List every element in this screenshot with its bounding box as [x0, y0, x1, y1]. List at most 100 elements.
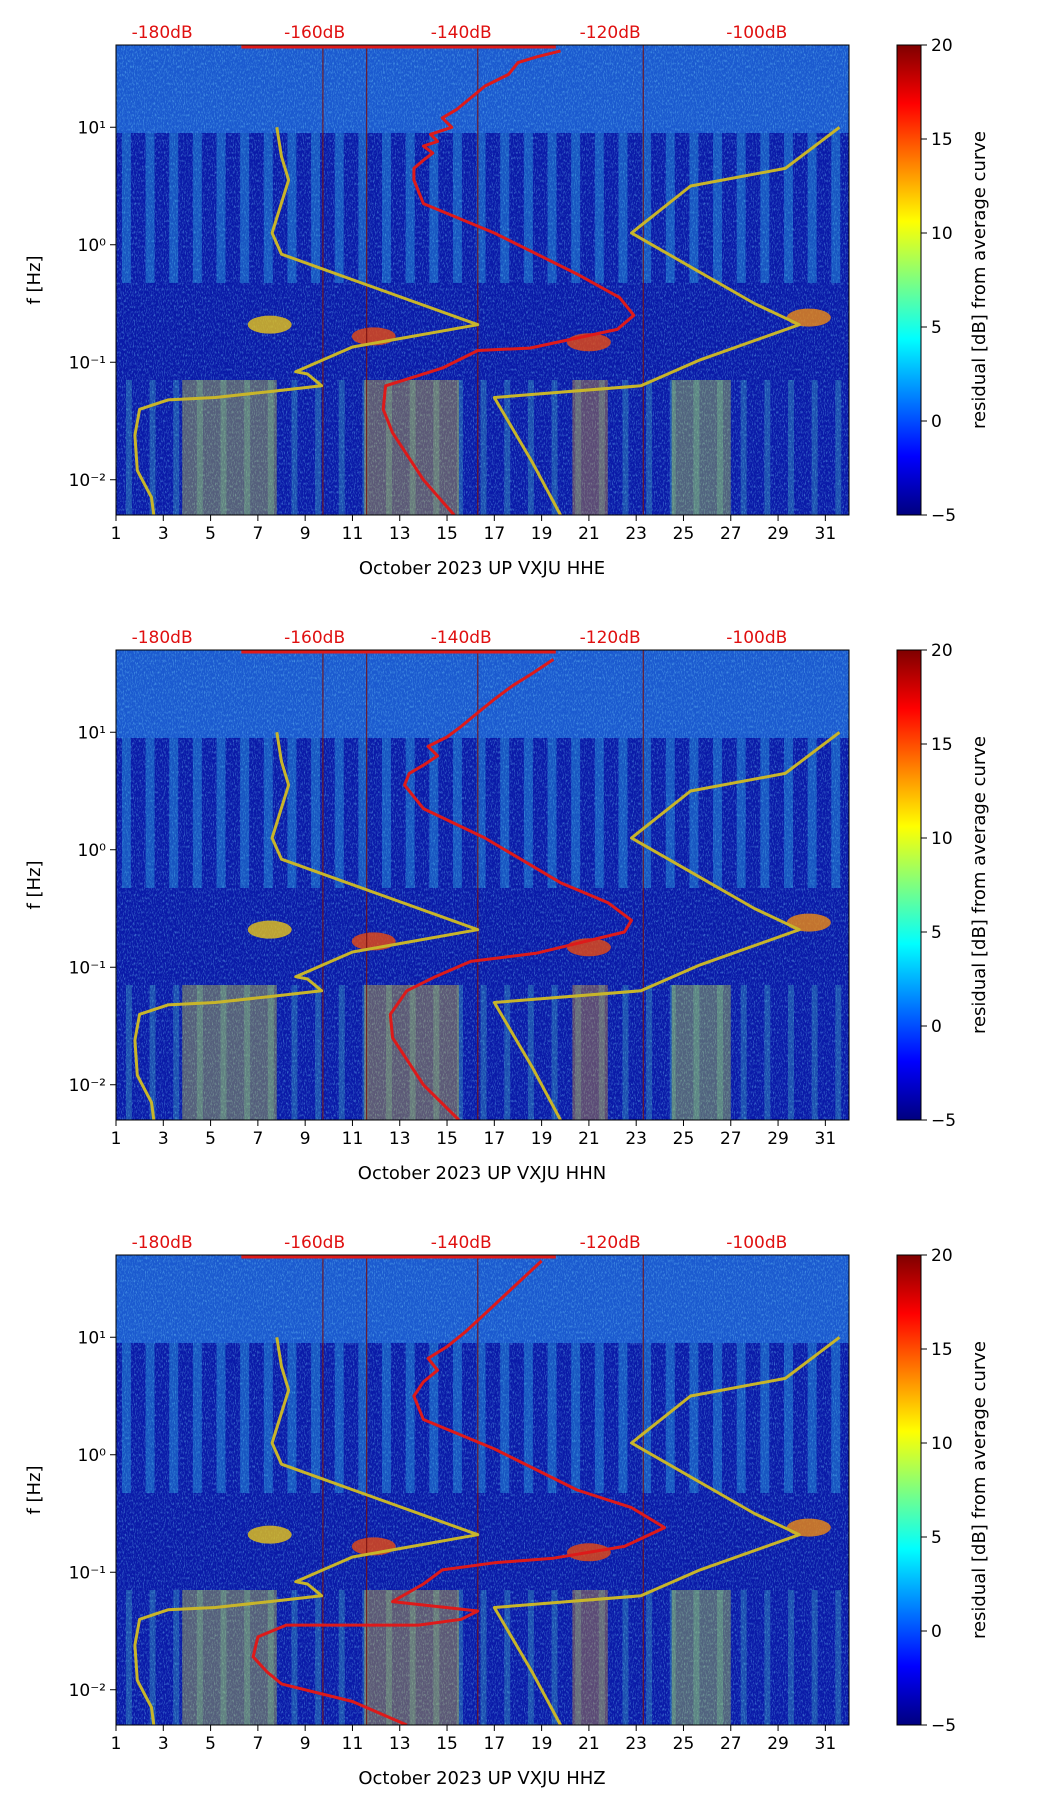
series-line	[133, 1337, 480, 1725]
top-axis-label: -140dB	[431, 23, 492, 43]
x-tick-label: 1	[111, 1734, 122, 1754]
x-tick-label: 29	[767, 1129, 789, 1149]
texture-band	[547, 738, 557, 888]
texture-band	[334, 133, 344, 283]
x-tick-label: 3	[158, 1734, 169, 1754]
texture-band	[523, 133, 533, 283]
x-tick-label: 7	[252, 524, 263, 544]
texture-band	[713, 1343, 723, 1493]
texture-blob	[786, 308, 831, 327]
texture-band	[121, 738, 131, 888]
panel-hhn: 1 3 5 7 9 11 13 15 17 19 21 23 25 27 29 31 10⁻²10⁻¹10⁰1…	[24, 628, 990, 1184]
texture-band	[811, 380, 818, 515]
colorbar-tick-label: 0	[931, 1017, 942, 1037]
x-tick-label: 19	[531, 1734, 553, 1754]
texture-band	[287, 738, 297, 888]
texture-band	[669, 380, 676, 515]
texture-band	[764, 1590, 771, 1725]
y-tick-label: 10⁰	[78, 1446, 107, 1466]
texture-band	[216, 1343, 226, 1493]
texture-band	[642, 1343, 652, 1493]
x-tick-label: 17	[484, 1129, 506, 1149]
texture-band	[500, 738, 510, 888]
texture-band	[267, 985, 274, 1120]
texture-band	[671, 1590, 731, 1725]
panel-hhz: 1 3 5 7 9 11 13 15 17 19 21 23 25 27 29 31 10⁻²10⁻¹10⁰1…	[24, 1233, 990, 1789]
texture-band	[665, 738, 675, 888]
colorbar-tick-label: 20	[931, 641, 953, 661]
texture-band	[500, 1343, 510, 1493]
texture-band	[551, 380, 558, 515]
texture-band	[456, 985, 463, 1120]
colorbar-tick-label: 15	[931, 1340, 953, 1360]
texture-band	[145, 1343, 155, 1493]
texture-band	[523, 1343, 533, 1493]
texture-band	[267, 380, 274, 515]
texture-band	[575, 380, 582, 515]
x-tick-label: 29	[767, 524, 789, 544]
x-tick-label: 13	[389, 1734, 411, 1754]
texture-band	[452, 133, 462, 283]
x-tick-label: 21	[578, 524, 600, 544]
x-tick-label: 11	[342, 1129, 364, 1149]
texture-band	[338, 985, 345, 1120]
texture-band	[807, 1343, 817, 1493]
texture-band	[456, 380, 463, 515]
colorbar-tick-label: 10	[931, 224, 953, 244]
colorbar-tick-label: 5	[931, 1528, 942, 1548]
texture-band	[220, 380, 227, 515]
x-tick-label: 5	[205, 524, 216, 544]
texture-band	[452, 738, 462, 888]
texture-band	[527, 380, 534, 515]
x-tick-label: 25	[673, 1734, 695, 1754]
x-tick-label: 23	[625, 1129, 647, 1149]
colorbar	[896, 649, 922, 1121]
texture-band	[263, 738, 273, 888]
texture-band	[476, 1343, 486, 1493]
texture-band	[429, 1343, 439, 1493]
texture-band	[291, 985, 298, 1120]
texture-band	[807, 133, 817, 283]
texture-band	[740, 1590, 747, 1725]
texture-band	[618, 133, 628, 283]
colorbar-tick-label: 10	[931, 1434, 953, 1454]
texture-band	[717, 985, 724, 1120]
texture-band	[642, 133, 652, 283]
colorbar-tick-label: 10	[931, 829, 953, 849]
x-tick-label: 31	[815, 524, 837, 544]
x-tick-label: 23	[625, 524, 647, 544]
y-tick-label: 10⁻²	[69, 471, 106, 491]
texture-band	[693, 380, 700, 515]
texture-band	[572, 1590, 608, 1725]
texture-band	[291, 1590, 298, 1725]
x-tick-label: 15	[436, 1734, 458, 1754]
colorbar-tick-label: 15	[931, 130, 953, 150]
texture-band	[362, 985, 369, 1120]
colorbar-label: residual [dB] from average curve	[969, 736, 990, 1034]
texture-band	[169, 1343, 179, 1493]
top-axis-label: -160dB	[284, 628, 345, 648]
y-tick-label: 10¹	[78, 723, 106, 743]
x-tick-label: 9	[300, 1129, 311, 1149]
texture-band	[571, 738, 581, 888]
texture-band	[364, 1590, 459, 1725]
texture-blob	[247, 1525, 292, 1544]
x-axis-label: October 2023 UP VXJU HHZ	[358, 1768, 605, 1789]
texture-band	[364, 380, 459, 515]
texture-band	[405, 1343, 415, 1493]
texture-band	[717, 1590, 724, 1725]
texture-band	[382, 1343, 392, 1493]
colorbar-tick-label: −5	[931, 1111, 956, 1131]
x-tick-label: 5	[205, 1129, 216, 1149]
texture-band	[169, 133, 179, 283]
texture-band	[689, 738, 699, 888]
texture-band	[523, 738, 533, 888]
x-tick-label: 5	[205, 1734, 216, 1754]
texture-band	[382, 133, 392, 283]
top-axis-label: -180dB	[132, 23, 193, 43]
texture-band	[409, 380, 416, 515]
texture-band	[760, 738, 770, 888]
x-tick-label: 31	[815, 1129, 837, 1149]
texture-band	[665, 133, 675, 283]
